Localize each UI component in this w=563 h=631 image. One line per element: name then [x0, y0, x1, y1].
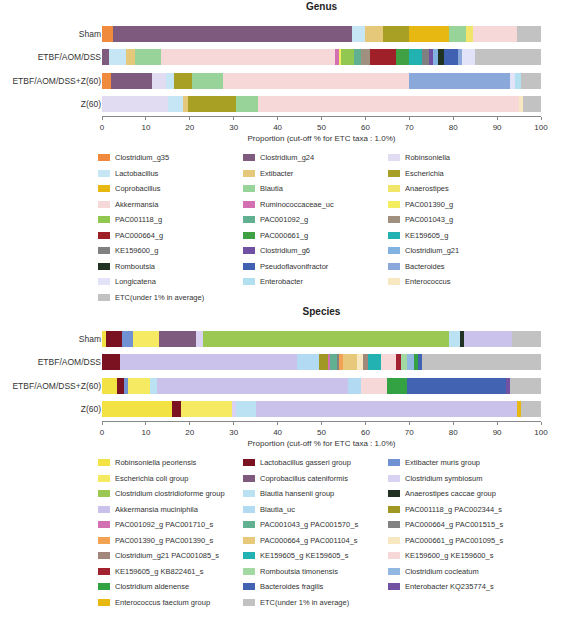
- svg-text:80: 80: [449, 428, 458, 437]
- html-text:Bacteroides fragilis: Bacteroides fragilis: [260, 582, 324, 592]
- html-text:KE159600_g: KE159600_g: [115, 246, 159, 256]
- html-text:Anaerostipes caccae group: Anaerostipes caccae group: [405, 489, 496, 499]
- html-text:PAC001092_g PAC001710_s: PAC001092_g PAC001710_s: [115, 520, 214, 530]
- svg-text:ETBF/AOM/DSS: ETBF/AOM/DSS: [38, 52, 102, 62]
- html-text:Blautia: Blautia: [260, 184, 283, 194]
- html-text:ETC(under 1% in average): ETC(under 1% in average): [115, 292, 205, 302]
- html-text:Robinsoniella: Robinsoniella: [405, 153, 450, 163]
- html-text:PAC001092_g: PAC001092_g: [260, 215, 309, 225]
- svg-text:Sham: Sham: [79, 29, 101, 39]
- svg-text:100: 100: [534, 428, 548, 437]
- html-text:PAC001043_g PAC001570_s: PAC001043_g PAC001570_s: [260, 520, 359, 530]
- html-text:Clostridium aldenense: Clostridium aldenense: [115, 582, 190, 592]
- html-text:PAC001390_g: PAC001390_g: [405, 199, 454, 209]
- html-text:ETC(under 1% in average): ETC(under 1% in average): [260, 597, 350, 607]
- html-text:Coprobacillus cateniformis: Coprobacillus cateniformis: [260, 473, 348, 483]
- html-text:Blautia_uc: Blautia_uc: [260, 504, 295, 514]
- html-text:PAC000661_g PAC001095_s: PAC000661_g PAC001095_s: [405, 535, 504, 545]
- svg-text:20: 20: [185, 123, 194, 132]
- html-text:Blautia hansenii group: Blautia hansenii group: [260, 489, 335, 499]
- html-text:PAC001118_g PAC002344_s: PAC001118_g PAC002344_s: [405, 504, 502, 514]
- html-text:PAC000664_g: PAC000664_g: [115, 230, 164, 240]
- html-text:Longicatena: Longicatena: [115, 277, 156, 287]
- svg-text:90: 90: [493, 123, 502, 132]
- svg-text:40: 40: [273, 428, 282, 437]
- svg-text:ETBF/AOM/DSS: ETBF/AOM/DSS: [38, 357, 102, 367]
- html-text:Ruminococcaceae_uc: Ruminococcaceae_uc: [260, 199, 334, 209]
- html-text:PAC001118_g: PAC001118_g: [115, 215, 163, 225]
- svg-text:10: 10: [141, 428, 150, 437]
- svg-text:Sham: Sham: [79, 334, 101, 344]
- svg-text:ETBF/AOM/DSS+Z(60): ETBF/AOM/DSS+Z(60): [12, 76, 101, 86]
- html-text:Clostridium_g21: Clostridium_g21: [405, 246, 460, 256]
- html-text:Enterobacter: Enterobacter: [260, 277, 303, 287]
- html-text:Clostridium symbiosum: Clostridium symbiosum: [405, 473, 483, 483]
- html-text:Pseudoflavonifractor: Pseudoflavonifractor: [260, 261, 329, 271]
- svg-text:0: 0: [100, 428, 105, 437]
- html-text:Escherichia: Escherichia: [405, 168, 444, 178]
- svg-text:100: 100: [534, 123, 548, 132]
- html-text:Lactobacillus gasseri group: Lactobacillus gasseri group: [260, 458, 351, 468]
- svg-text:Proportion (cut-off % for ETC: Proportion (cut-off % for ETC taxa : 1.0…: [248, 439, 396, 448]
- svg-text:40: 40: [273, 123, 282, 132]
- svg-text:0: 0: [100, 123, 105, 132]
- html-text:Extibacter muris group: Extibacter muris group: [405, 458, 480, 468]
- svg-text:Z(60): Z(60): [81, 99, 101, 109]
- svg-text:70: 70: [405, 123, 414, 132]
- svg-text:20: 20: [185, 428, 194, 437]
- html-text:PAC000664_g PAC001104_s: PAC000664_g PAC001104_s: [260, 535, 358, 545]
- svg-text:60: 60: [361, 428, 370, 437]
- svg-text:ETBF/AOM/DSS+Z(60): ETBF/AOM/DSS+Z(60): [12, 381, 101, 391]
- html-text:Akkermansia muciniphila: Akkermansia muciniphila: [115, 504, 198, 514]
- html-text:Romboutsia timonensis: Romboutsia timonensis: [260, 566, 338, 576]
- html-text:Enterococcus: Enterococcus: [405, 277, 451, 287]
- html-text:Enterobacter KQ235774_s: Enterobacter KQ235774_s: [405, 582, 494, 592]
- svg-text:30: 30: [229, 428, 238, 437]
- html-text:Coprobacillus: Coprobacillus: [115, 184, 161, 194]
- svg-text:Z(60): Z(60): [81, 404, 101, 414]
- svg-text:30: 30: [229, 123, 238, 132]
- html-text:Lactobacillus: Lactobacillus: [115, 168, 159, 178]
- svg-text:Species: Species: [303, 306, 341, 317]
- html-text:Clostridium_g21 PAC001085_s: Clostridium_g21 PAC001085_s: [115, 551, 220, 561]
- html-text:Clostridium_g6: Clostridium_g6: [260, 246, 310, 256]
- html-text:Anaerostipes: Anaerostipes: [405, 184, 449, 194]
- svg-text:90: 90: [493, 428, 502, 437]
- html-text:KE159600_g KE159600_s: KE159600_g KE159600_s: [405, 551, 494, 561]
- html-text:PAC001390_g PAC001390_s: PAC001390_g PAC001390_s: [115, 535, 214, 545]
- html-text:PAC001043_g: PAC001043_g: [405, 215, 454, 225]
- svg-text:Genus: Genus: [306, 1, 338, 12]
- html-text:PAC000661_g: PAC000661_g: [260, 230, 309, 240]
- svg-text:Proportion (cut-off % for ETC: Proportion (cut-off % for ETC taxa : 1.0…: [248, 134, 396, 143]
- html-text:Enterococcus faecium group: Enterococcus faecium group: [115, 597, 211, 607]
- svg-text:80: 80: [449, 123, 458, 132]
- html-text:Clostridium clostridioforme gr: Clostridium clostridioforme group: [115, 489, 225, 499]
- html-text:Akkermansia: Akkermansia: [115, 199, 159, 209]
- html-text:KE159605_g: KE159605_g: [405, 230, 449, 240]
- svg-text:50: 50: [317, 428, 326, 437]
- html-text:Clostridium_g24: Clostridium_g24: [260, 153, 315, 163]
- html-text:Extibacter: Extibacter: [260, 168, 294, 178]
- html-text:Clostridium cocleatum: Clostridium cocleatum: [405, 566, 479, 576]
- svg-text:70: 70: [405, 428, 414, 437]
- html-text:KE159605_g KB822461_s: KE159605_g KB822461_s: [115, 566, 204, 576]
- svg-text:10: 10: [141, 123, 150, 132]
- html-text:KE159605_g KE159605_s: KE159605_g KE159605_s: [260, 551, 349, 561]
- svg-text:50: 50: [317, 123, 326, 132]
- html-text:Escherichia coli group: Escherichia coli group: [115, 473, 189, 483]
- html-text:Romboutsia: Romboutsia: [115, 261, 155, 271]
- html-text:Robinsoniella peoriensis: Robinsoniella peoriensis: [115, 458, 197, 468]
- svg-text:60: 60: [361, 123, 370, 132]
- html-text:PAC000664_g PAC001515_s: PAC000664_g PAC001515_s: [405, 520, 504, 530]
- html-text:Clostridium_g35: Clostridium_g35: [115, 153, 170, 163]
- html-text:Bacteroides: Bacteroides: [405, 261, 445, 271]
